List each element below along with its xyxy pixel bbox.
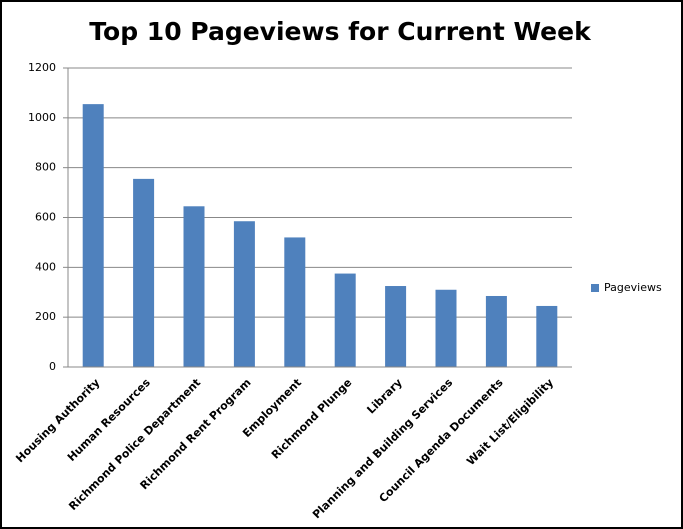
bar [536, 305, 558, 367]
bar [133, 178, 155, 367]
bar [233, 221, 255, 367]
y-tick-label: 200 [35, 310, 56, 323]
bar [485, 295, 507, 367]
bar [334, 273, 356, 367]
bar [385, 286, 407, 367]
y-tick-label: 600 [35, 211, 56, 224]
bar [435, 289, 457, 367]
bar [82, 104, 104, 368]
legend-label: Pageviews [604, 281, 662, 294]
y-tick-label: 400 [35, 260, 56, 273]
y-tick-label: 1200 [28, 61, 56, 74]
legend-swatch [591, 284, 599, 292]
bar [183, 206, 205, 367]
y-tick-label: 1000 [28, 111, 56, 124]
chart-title: Top 10 Pageviews for Current Week [89, 17, 592, 46]
bar [284, 237, 306, 367]
y-tick-label: 800 [35, 161, 56, 174]
y-tick-label: 0 [49, 360, 56, 373]
